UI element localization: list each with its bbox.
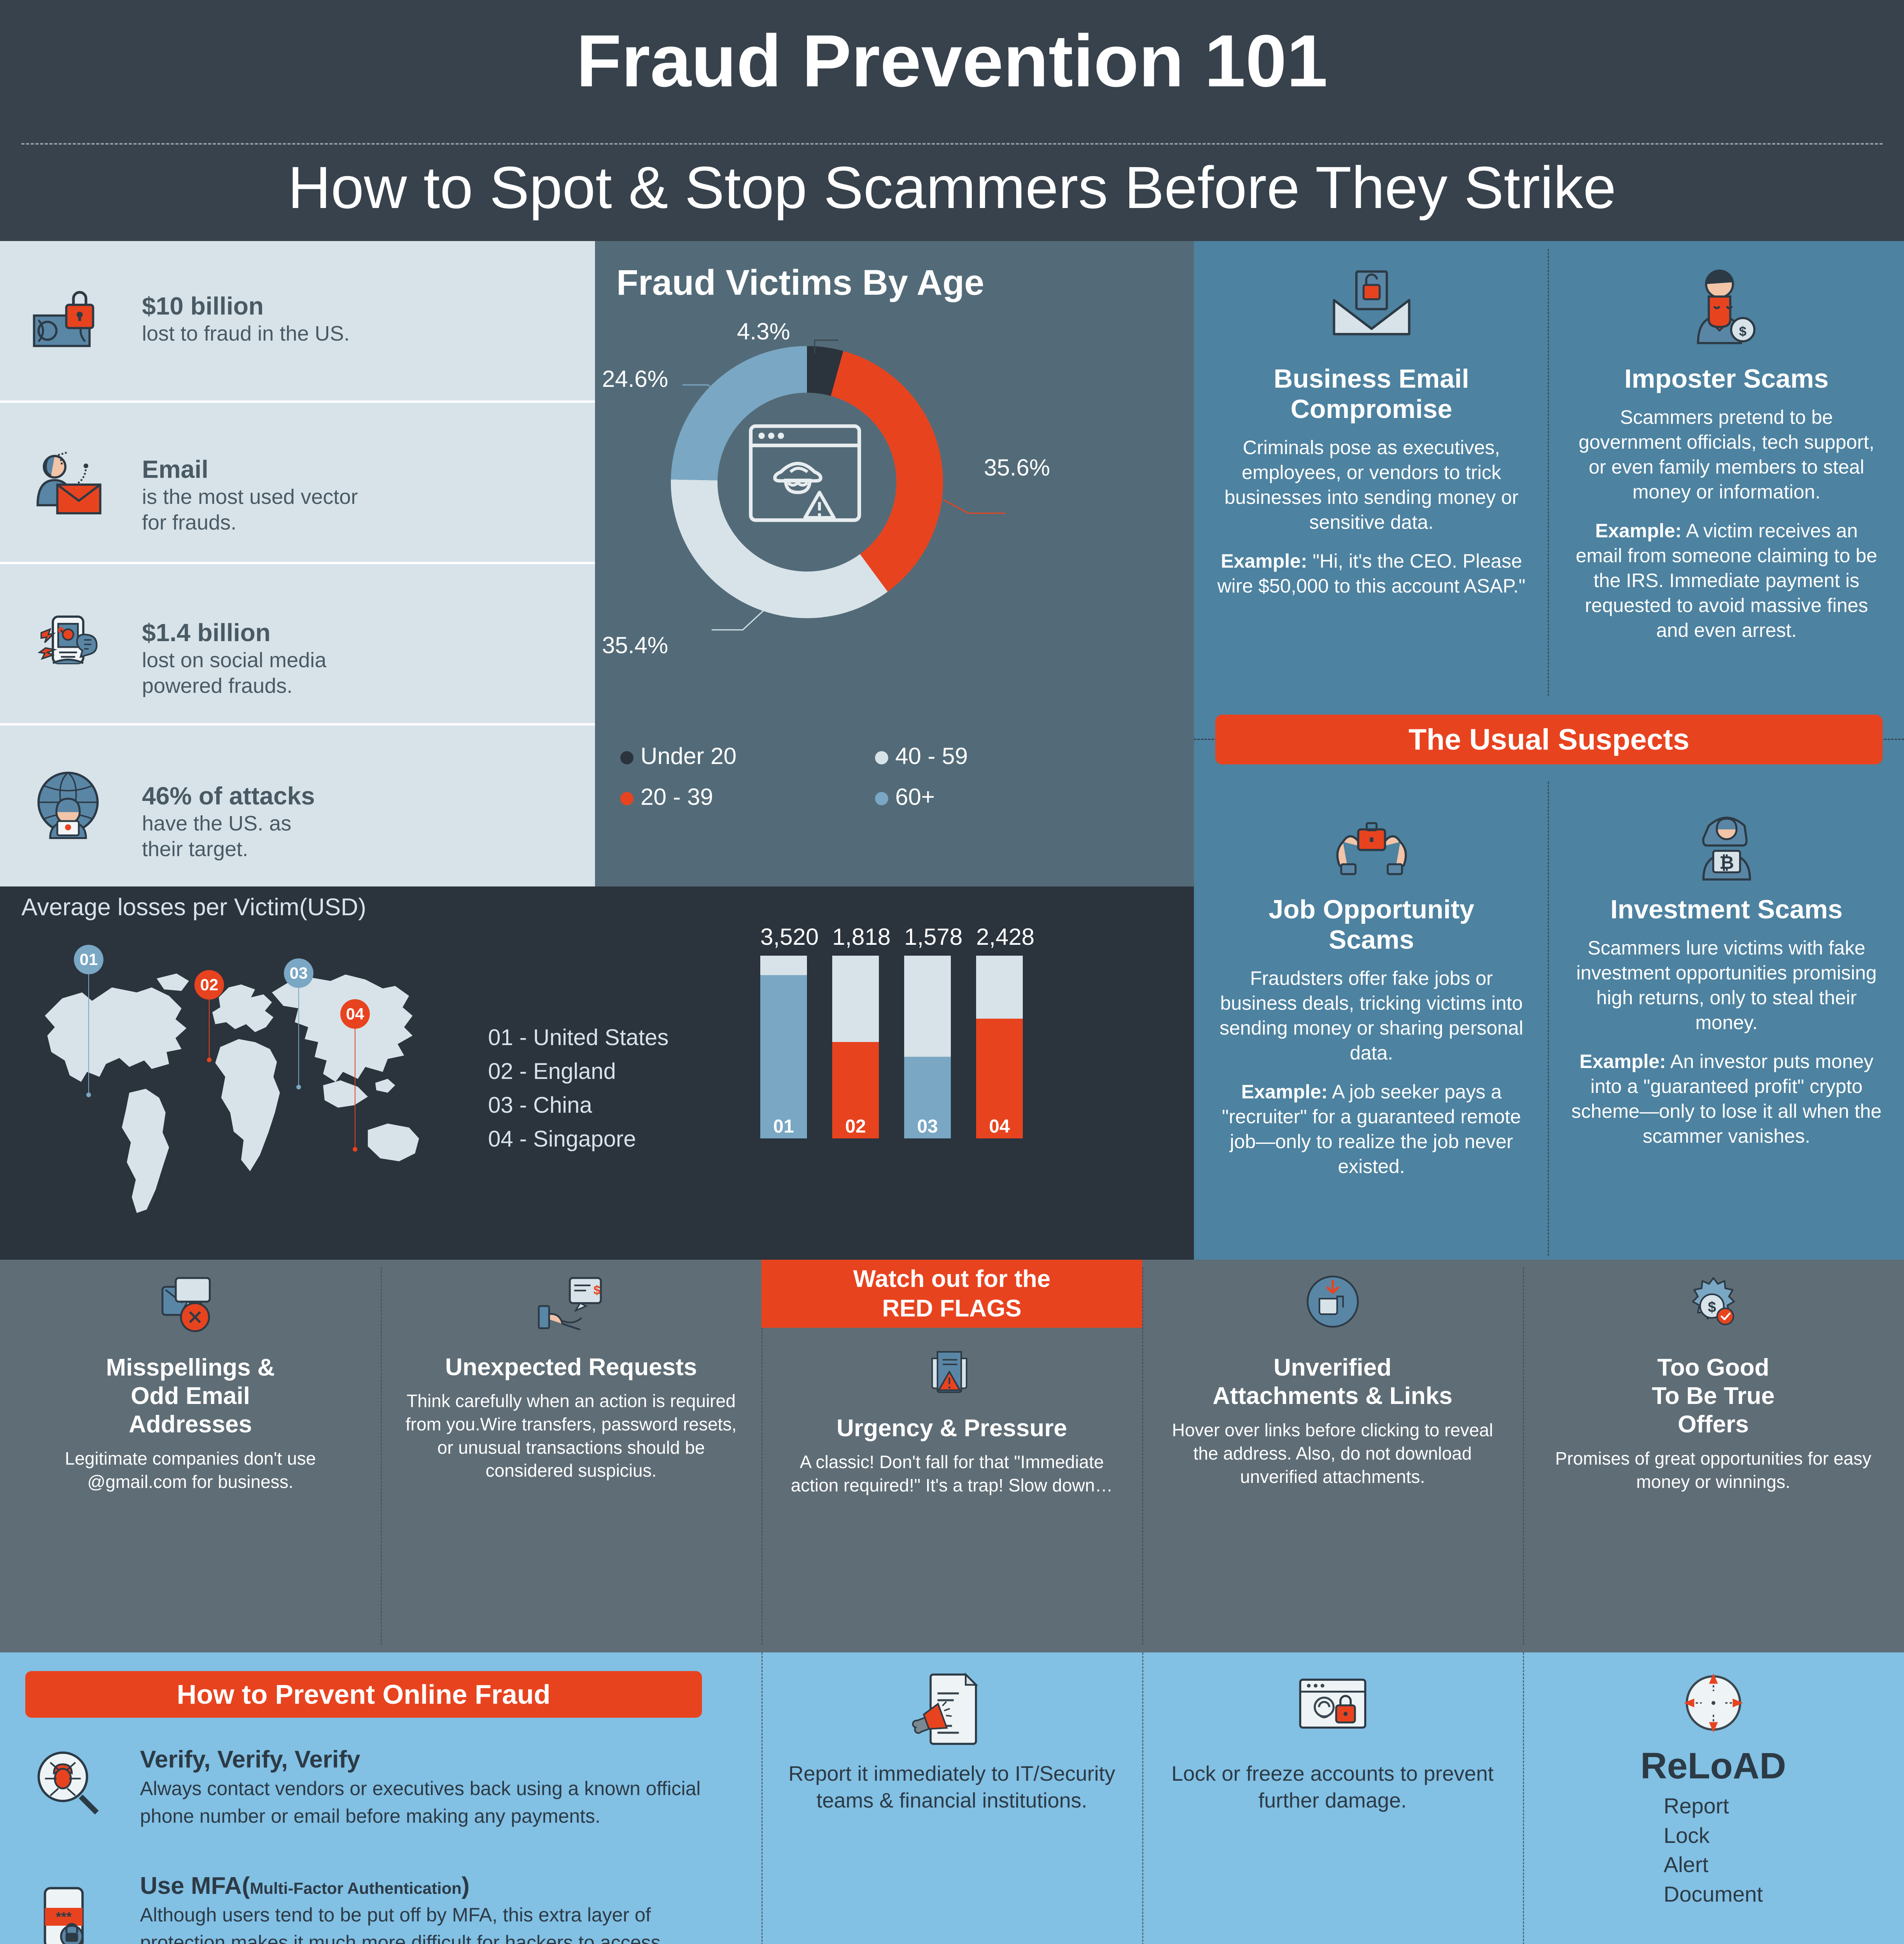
svg-text:$: $: [1739, 324, 1746, 339]
svg-text:₿: ₿: [1719, 852, 1734, 872]
svg-text:$: $: [593, 1283, 600, 1297]
svg-text:$: $: [1708, 1299, 1716, 1315]
svg-text:***: ***: [56, 1910, 72, 1925]
